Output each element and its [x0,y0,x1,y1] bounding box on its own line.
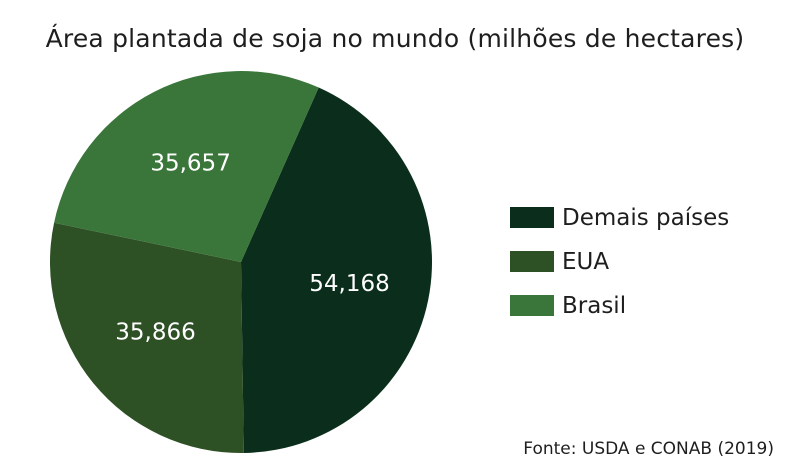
slice-value-label-eua: 35,866 [115,319,195,345]
legend-swatch-demais-paises [510,207,554,228]
pie-slices [49,71,433,453]
legend-item-brasil: Brasil [510,291,729,320]
legend-swatch-brasil [510,295,554,316]
slice-value-label-demais-paises: 54,168 [309,271,389,297]
legend-item-demais-paises: Demais países [510,203,729,232]
legend-label-brasil: Brasil [562,292,627,319]
chart-title: Área plantada de soja no mundo (milhões … [45,24,745,53]
pie-slice-labels: 54,168 35,866 35,657 [115,150,390,345]
slice-value-label-brasil: 35,657 [150,150,230,176]
legend-swatch-eua [510,251,554,272]
pie-slice-eua [49,222,244,453]
legend-label-eua: EUA [562,248,610,275]
legend-item-eua: EUA [510,247,729,276]
legend: Demais países EUA Brasil [510,203,729,335]
pie-slice-demais-paises [241,87,433,453]
legend-label-demais-paises: Demais países [562,204,730,231]
pie-slice-brasil [54,71,319,262]
source-note: Fonte: USDA e CONAB (2019) [523,439,774,459]
